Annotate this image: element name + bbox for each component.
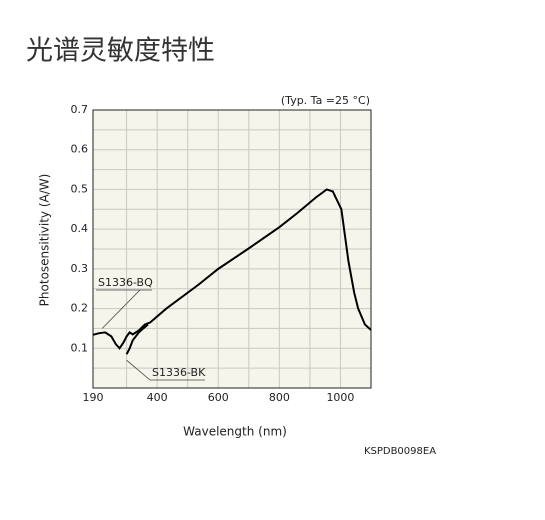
series-label: S1336-BQ <box>98 276 153 289</box>
x-tick-label: 400 <box>147 391 168 404</box>
x-tick-label: 800 <box>269 391 290 404</box>
chart-title: 光谱灵敏度特性 <box>26 36 215 67</box>
label-leader <box>126 359 205 381</box>
y-tick-label: 0.6 <box>71 143 89 156</box>
x-axis-title: Wavelength (nm) <box>183 425 287 439</box>
y-tick-label: 0.4 <box>71 222 89 235</box>
plot-frame <box>92 109 372 389</box>
condition-note: (Typ. Ta =25 °C) <box>281 94 370 107</box>
series-line <box>92 188 372 350</box>
y-tick-label: 0.1 <box>71 341 89 354</box>
y-tick-label: 0.3 <box>71 262 89 275</box>
y-tick-label: 0.2 <box>71 302 89 315</box>
y-tick-label: 0.5 <box>71 182 89 195</box>
x-tick-label: 600 <box>208 391 229 404</box>
series-label: S1336-BK <box>152 366 206 379</box>
y-axis-title: Photosensitivity (A/W) <box>38 174 52 307</box>
label-leader <box>96 289 152 329</box>
figure-code: KSPDB0098EA <box>364 446 436 457</box>
x-tick-label: 190 <box>83 391 104 404</box>
series-line <box>125 323 149 355</box>
y-tick-label: 0.7 <box>71 103 89 116</box>
x-tick-label: 1000 <box>326 391 354 404</box>
